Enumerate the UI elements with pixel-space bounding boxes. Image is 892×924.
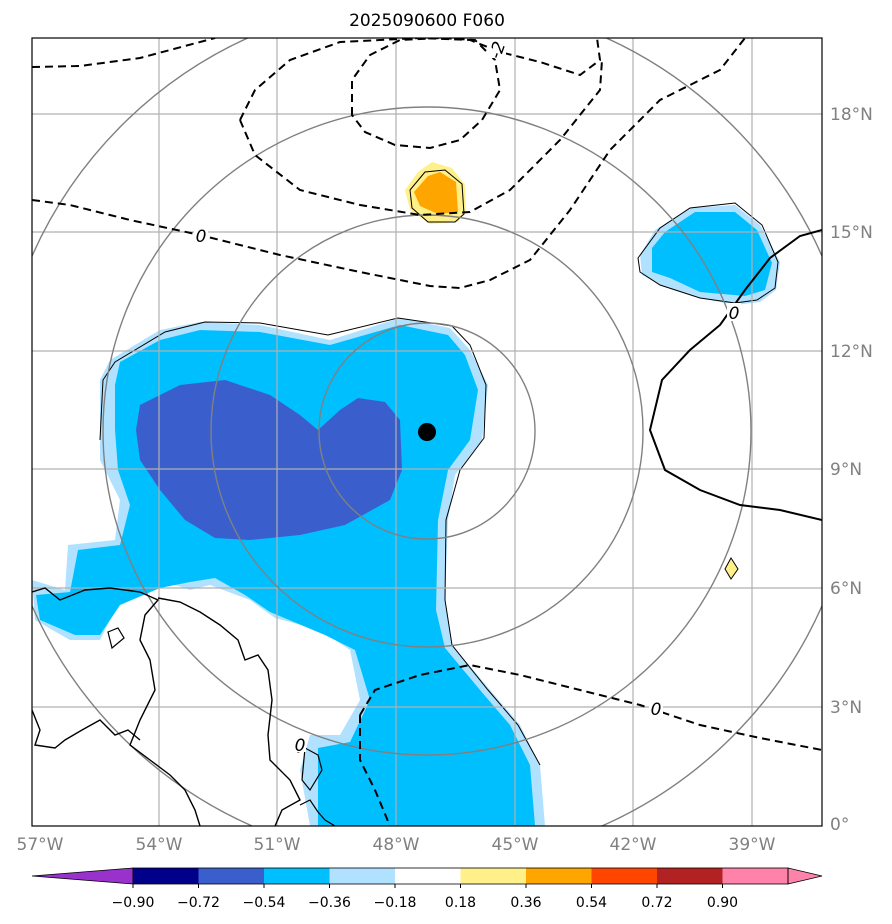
colorbar-tick-label: −0.54: [243, 895, 286, 911]
lat-labels: 18°N 15°N 12°N 9°N 6°N 3°N 0°: [830, 105, 873, 835]
colorbar-tick-label: 0.90: [707, 895, 738, 911]
contour-label: 0: [729, 304, 740, 324]
solid-contour: [648, 229, 822, 521]
contour-label: 0: [651, 700, 662, 720]
lon-label: 39°W: [729, 835, 776, 855]
field-small-diamond: [724, 557, 739, 580]
colorbar-tick-label: 0.72: [641, 895, 672, 911]
figure-title: 2025090600 F060: [349, 11, 505, 31]
lat-label: 18°N: [830, 105, 873, 125]
colorbar-segments: [31, 867, 823, 885]
colorbar-segment: [657, 868, 723, 884]
lon-label: 51°W: [254, 835, 301, 855]
field-dark-blue: [136, 380, 402, 540]
contour-labels: 0 0 0 -2 0: [194, 39, 741, 756]
lat-label: 9°N: [830, 460, 862, 480]
colorbar-segment: [395, 868, 461, 884]
colorbar-segment: [591, 868, 658, 884]
lat-label: 6°N: [830, 579, 862, 599]
lat-label: 0°: [830, 815, 849, 835]
colorbar-segment: [133, 868, 199, 884]
colorbar-segment: [722, 868, 789, 884]
colorbar-tick-label: 0.54: [576, 895, 607, 911]
colorbar: −0.90 −0.72 −0.54 −0.36 −0.18 0.18 0.36 0.54 0.7…: [31, 867, 823, 911]
colorbar-extend-max: [787, 867, 823, 885]
colorbar-tick-label: −0.18: [374, 895, 417, 911]
lon-label: 42°W: [610, 835, 657, 855]
lon-label: 45°W: [492, 835, 539, 855]
contour-label: 0: [295, 736, 306, 756]
lon-label: 54°W: [136, 835, 183, 855]
colorbar-tick-label: −0.90: [112, 895, 155, 911]
contour-label: 0: [196, 227, 207, 247]
colorbar-tick-label: 0.18: [445, 895, 476, 911]
contour-label: -2: [486, 39, 511, 62]
coastline: [32, 587, 201, 826]
colorbar-segment: [460, 868, 527, 884]
colorbar-extend-min: [31, 867, 134, 885]
colorbar-segment: [329, 868, 396, 884]
colorbar-tick-label: −0.36: [308, 895, 351, 911]
lon-labels: 57°W 54°W 51°W 48°W 45°W 42°W 39°W: [17, 835, 776, 855]
field-orange-blob: [414, 172, 458, 214]
storm-center-marker: [418, 423, 436, 441]
map-area: 0 0 0 -2 0: [32, 38, 822, 826]
colorbar-segment: [264, 868, 330, 884]
map-frame: [31, 37, 823, 827]
field-ne-cyan: [652, 212, 772, 296]
colorbar-tick-label: −0.72: [177, 895, 220, 911]
colorbar-ticks: −0.90 −0.72 −0.54 −0.36 −0.18 0.18 0.36 0.54 0.7…: [112, 884, 738, 911]
lon-label: 48°W: [373, 835, 420, 855]
gridlines: [32, 38, 822, 826]
colorbar-tick-label: 0.36: [510, 895, 541, 911]
lat-label: 15°N: [830, 223, 873, 243]
lat-label: 3°N: [830, 698, 862, 718]
lat-label: 12°N: [830, 342, 873, 362]
dashed-contours: [32, 38, 822, 826]
colorbar-segment: [526, 868, 592, 884]
colorbar-segment: [198, 868, 265, 884]
lon-label: 57°W: [17, 835, 64, 855]
